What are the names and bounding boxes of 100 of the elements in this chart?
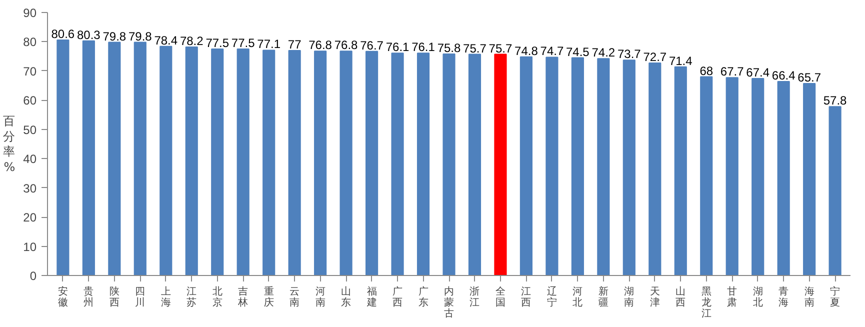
bar <box>622 60 636 276</box>
data-label: 77.5 <box>231 36 256 50</box>
data-label: 75.7 <box>463 41 487 56</box>
data-label: 79.8 <box>128 29 152 44</box>
x-tick-label: 河北 <box>572 286 583 308</box>
bar <box>185 46 198 276</box>
data-label: 66.4 <box>772 68 796 82</box>
x-tick-label: 安徽 <box>58 286 68 308</box>
bar <box>82 40 95 276</box>
bar <box>597 58 610 276</box>
x-tick-label: 青海 <box>778 286 789 308</box>
y-tick-label: 30 <box>23 181 37 196</box>
x-tick-label: 湖南 <box>624 286 634 308</box>
x-tick-label: 浙江 <box>470 286 480 308</box>
x-tick-label: 四川 <box>135 286 146 308</box>
bar <box>700 76 713 276</box>
x-tick-label: 湖北 <box>752 286 763 308</box>
x-tick-label: 云南 <box>290 286 300 308</box>
bar <box>211 48 224 276</box>
data-label: 68 <box>700 64 714 78</box>
x-tick-label: 北京 <box>212 286 222 308</box>
data-label: 77.1 <box>257 37 281 52</box>
y-tick-label: 20 <box>23 210 37 225</box>
bar <box>494 54 507 276</box>
data-label: 73.7 <box>617 47 642 62</box>
bar <box>236 48 250 276</box>
bar <box>108 42 121 276</box>
x-tick-label: 黑龙江 <box>701 286 712 320</box>
bar <box>674 66 687 276</box>
x-tick-label: 内蒙古 <box>444 286 454 320</box>
bar <box>340 50 352 276</box>
y-axis-title: 百分率% <box>3 114 16 174</box>
data-label: 67.4 <box>746 66 770 80</box>
x-tick-label: 贵州 <box>84 286 94 308</box>
x-tick-label: 吉林 <box>237 286 248 308</box>
x-tick-label: 重庆 <box>264 286 274 308</box>
data-label: 80.3 <box>77 28 101 42</box>
bar <box>391 52 404 276</box>
data-label: 65.7 <box>798 70 822 85</box>
y-tick-label: 60 <box>23 94 37 108</box>
data-label: 57.8 <box>823 94 848 108</box>
bar <box>726 77 738 276</box>
bar <box>442 53 456 276</box>
y-tick-label: 50 <box>23 122 37 137</box>
x-tick-label: 山西 <box>676 286 686 308</box>
x-tick-label: 山东 <box>341 286 352 308</box>
x-tick-label: 辽宁 <box>546 286 557 308</box>
data-label: 74.5 <box>566 44 590 59</box>
x-tick-label: 广西 <box>392 286 403 308</box>
y-tick-label: 10 <box>23 240 37 254</box>
data-label: 67.7 <box>720 64 744 79</box>
data-label: 80.6 <box>51 26 75 41</box>
x-tick-label: 海南 <box>804 286 814 308</box>
data-label: 75.8 <box>437 40 462 55</box>
data-label: 76.8 <box>308 38 332 52</box>
data-label: 76.8 <box>334 38 358 52</box>
bar <box>160 46 172 276</box>
bar <box>416 52 430 276</box>
data-label: 76.1 <box>386 40 410 54</box>
x-tick-label: 陕西 <box>109 286 120 308</box>
x-tick-label: 天津 <box>650 286 660 308</box>
x-tick-label: 上海 <box>160 286 171 308</box>
bar <box>648 62 662 276</box>
bar <box>262 50 276 276</box>
x-tick-label: 福建 <box>366 286 377 308</box>
data-label: 76.1 <box>412 40 436 54</box>
bar <box>366 50 378 276</box>
y-tick-label: 90 <box>23 6 37 20</box>
bar <box>468 54 482 276</box>
x-tick-label: 河南 <box>315 286 326 308</box>
data-label: 77.5 <box>206 36 230 50</box>
y-tick-label: 40 <box>23 152 37 166</box>
bar <box>777 80 790 276</box>
bar <box>288 50 301 276</box>
data-label: 74.7 <box>540 44 564 58</box>
data-label: 77 <box>288 37 302 52</box>
bar <box>314 50 327 276</box>
bar <box>520 56 532 276</box>
bar <box>752 78 764 276</box>
y-tick-label: 80 <box>23 35 37 50</box>
bar <box>571 57 584 276</box>
data-label: 74.8 <box>514 44 538 58</box>
data-label: 75.7 <box>488 41 512 56</box>
bar <box>134 42 146 276</box>
x-tick-label: 广东 <box>418 286 428 308</box>
x-tick-label: 全国 <box>495 286 506 308</box>
data-label: 71.4 <box>668 54 693 68</box>
bar <box>546 56 558 276</box>
data-label: 78.4 <box>154 33 178 48</box>
x-tick-label: 甘肃 <box>727 286 738 308</box>
x-tick-label: 新疆 <box>598 286 608 308</box>
x-tick-label: 宁夏 <box>830 286 840 308</box>
y-tick-label: 70 <box>23 64 37 78</box>
bar <box>828 106 842 276</box>
data-label: 72.7 <box>643 50 667 64</box>
bar <box>56 39 70 276</box>
data-label: 76.7 <box>360 38 384 52</box>
x-tick-label: 江苏 <box>186 286 197 308</box>
data-label: 79.8 <box>102 29 126 44</box>
bar <box>803 83 816 276</box>
